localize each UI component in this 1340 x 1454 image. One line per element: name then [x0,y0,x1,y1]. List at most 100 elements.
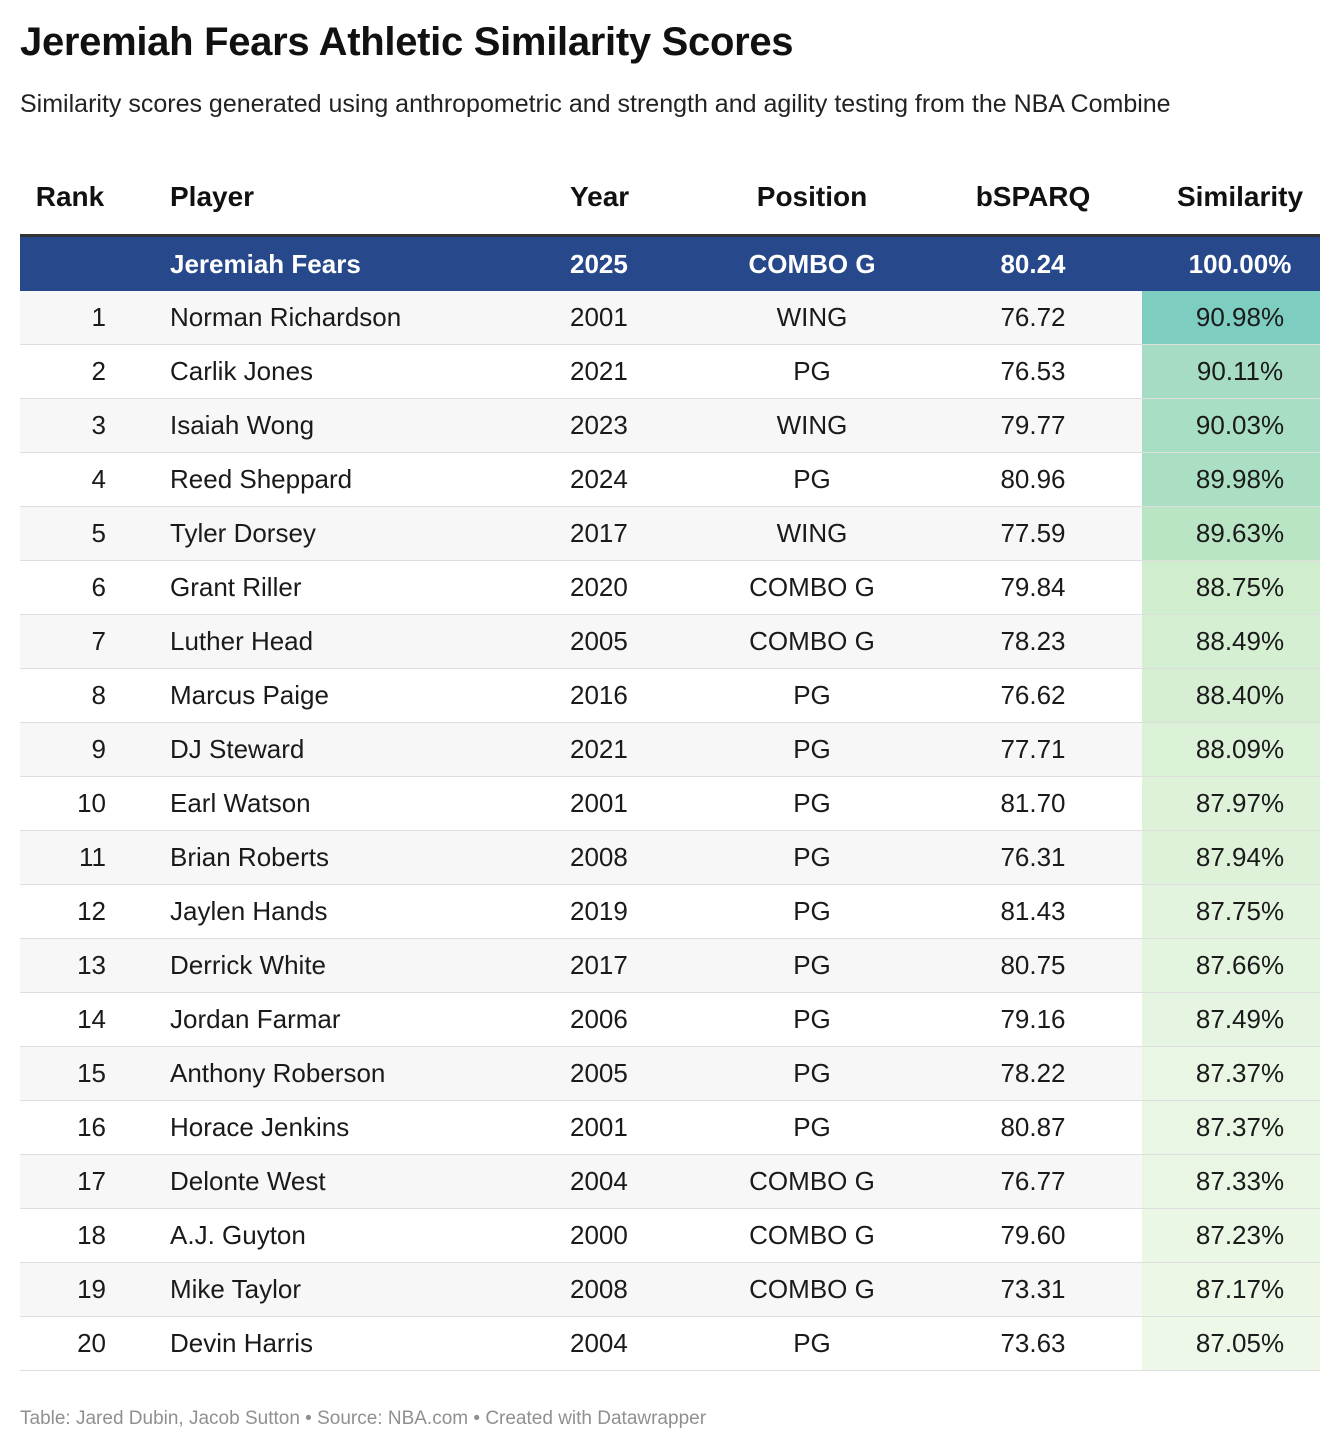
column-header-year[interactable]: Year [540,160,700,237]
cell-year: 2017 [540,506,700,561]
table-body: Jeremiah Fears 2025 COMBO G 80.24 100.00… [20,235,1320,1371]
cell-year: 2001 [540,1100,700,1155]
cell-year: 2017 [540,938,700,993]
cell-position: WING [700,398,924,453]
table-row: 15 Anthony Roberson 2005 PG 78.22 87.37% [20,1046,1320,1101]
cell-similarity: 87.37% [1142,1100,1320,1155]
cell-year: 2008 [540,830,700,885]
highlight-year: 2025 [540,235,700,291]
cell-player: Brian Roberts [140,830,540,885]
table-row: 17 Delonte West 2004 COMBO G 76.77 87.33% [20,1154,1320,1209]
column-header-position[interactable]: Position [700,160,924,237]
cell-rank: 14 [20,992,140,1047]
cell-rank: 16 [20,1100,140,1155]
highlight-bsparq: 80.24 [924,235,1142,291]
cell-year: 2020 [540,560,700,615]
cell-rank: 5 [20,506,140,561]
column-header-similarity[interactable]: Similarity [1142,160,1320,237]
table-row: 8 Marcus Paige 2016 PG 76.62 88.40% [20,668,1320,723]
cell-rank: 13 [20,938,140,993]
cell-player: Devin Harris [140,1316,540,1371]
cell-rank: 17 [20,1154,140,1209]
cell-position: WING [700,506,924,561]
cell-year: 2019 [540,884,700,939]
cell-position: PG [700,884,924,939]
column-header-rank[interactable]: Rank [20,160,140,237]
cell-year: 2001 [540,776,700,831]
cell-bsparq: 80.96 [924,452,1142,507]
cell-position: COMBO G [700,1208,924,1263]
cell-rank: 4 [20,452,140,507]
cell-bsparq: 73.31 [924,1262,1142,1317]
cell-bsparq: 76.62 [924,668,1142,723]
cell-position: COMBO G [700,1262,924,1317]
cell-player: Horace Jenkins [140,1100,540,1155]
cell-player: Carlik Jones [140,344,540,399]
cell-bsparq: 76.72 [924,291,1142,345]
table-row: 18 A.J. Guyton 2000 COMBO G 79.60 87.23% [20,1208,1320,1263]
cell-bsparq: 79.16 [924,992,1142,1047]
cell-bsparq: 80.87 [924,1100,1142,1155]
cell-year: 2016 [540,668,700,723]
table-row: 3 Isaiah Wong 2023 WING 79.77 90.03% [20,398,1320,453]
cell-player: Anthony Roberson [140,1046,540,1101]
table-row: 4 Reed Sheppard 2024 PG 80.96 89.98% [20,452,1320,507]
cell-similarity: 87.37% [1142,1046,1320,1101]
chart-title: Jeremiah Fears Athletic Similarity Score… [20,20,794,64]
cell-player: Luther Head [140,614,540,669]
similarity-table: Rank Player Year Position bSPARQ Similar… [20,160,1320,1371]
cell-position: PG [700,992,924,1047]
cell-rank: 20 [20,1316,140,1371]
table-row: 11 Brian Roberts 2008 PG 76.31 87.94% [20,830,1320,885]
cell-rank: 6 [20,560,140,615]
highlight-position: COMBO G [700,235,924,291]
cell-similarity: 87.97% [1142,776,1320,831]
cell-position: COMBO G [700,614,924,669]
table-row: 1 Norman Richardson 2001 WING 76.72 90.98% [20,291,1320,345]
cell-player: Jordan Farmar [140,992,540,1047]
cell-year: 2021 [540,344,700,399]
cell-position: PG [700,344,924,399]
table-row: 20 Devin Harris 2004 PG 73.63 87.05% [20,1316,1320,1371]
column-header-bsparq[interactable]: bSPARQ [924,160,1142,237]
cell-rank: 18 [20,1208,140,1263]
cell-similarity: 89.98% [1142,452,1320,507]
cell-bsparq: 77.59 [924,506,1142,561]
cell-bsparq: 78.22 [924,1046,1142,1101]
cell-position: PG [700,1046,924,1101]
cell-player: Jaylen Hands [140,884,540,939]
highlight-row: Jeremiah Fears 2025 COMBO G 80.24 100.00… [20,235,1320,291]
cell-position: PG [700,668,924,723]
table-row: 7 Luther Head 2005 COMBO G 78.23 88.49% [20,614,1320,669]
cell-player: Marcus Paige [140,668,540,723]
table-row: 19 Mike Taylor 2008 COMBO G 73.31 87.17% [20,1262,1320,1317]
highlight-rank [20,235,140,291]
cell-position: PG [700,1316,924,1371]
cell-bsparq: 76.77 [924,1154,1142,1209]
highlight-similarity: 100.00% [1142,235,1320,291]
cell-rank: 7 [20,614,140,669]
cell-similarity: 87.05% [1142,1316,1320,1371]
cell-bsparq: 76.31 [924,830,1142,885]
column-header-player[interactable]: Player [140,160,540,237]
cell-similarity: 87.33% [1142,1154,1320,1209]
cell-similarity: 88.40% [1142,668,1320,723]
table-row: 14 Jordan Farmar 2006 PG 79.16 87.49% [20,992,1320,1047]
cell-bsparq: 78.23 [924,614,1142,669]
cell-player: Isaiah Wong [140,398,540,453]
cell-bsparq: 79.77 [924,398,1142,453]
cell-year: 2001 [540,291,700,345]
cell-bsparq: 80.75 [924,938,1142,993]
cell-position: PG [700,722,924,777]
cell-year: 2008 [540,1262,700,1317]
cell-rank: 8 [20,668,140,723]
cell-bsparq: 73.63 [924,1316,1142,1371]
table-row: 10 Earl Watson 2001 PG 81.70 87.97% [20,776,1320,831]
cell-bsparq: 76.53 [924,344,1142,399]
table-row: 5 Tyler Dorsey 2017 WING 77.59 89.63% [20,506,1320,561]
cell-similarity: 88.49% [1142,614,1320,669]
cell-similarity: 87.17% [1142,1262,1320,1317]
cell-rank: 1 [20,291,140,345]
cell-position: WING [700,291,924,345]
